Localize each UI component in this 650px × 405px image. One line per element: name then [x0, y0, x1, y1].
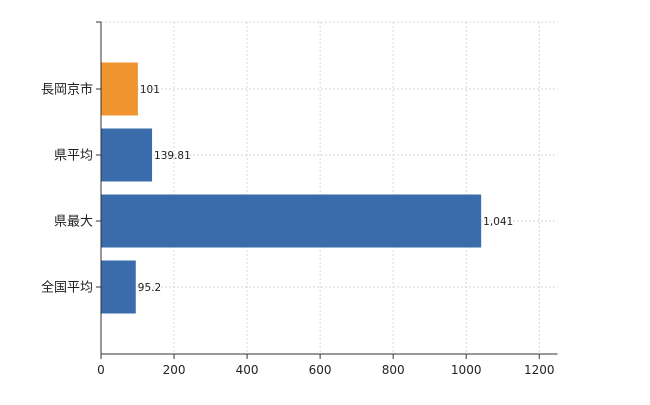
x-tick-label-1: 200	[163, 363, 186, 377]
data-label-0: 101	[140, 84, 160, 96]
data-label-3: 95.2	[138, 282, 161, 294]
x-tick-label-3: 600	[309, 363, 332, 377]
category-label-2: 県最大	[54, 215, 93, 230]
bars	[101, 62, 482, 314]
bar-1[interactable]	[101, 128, 153, 182]
x-tick-label-0: 0	[97, 363, 105, 377]
x-tick-label-4: 800	[382, 363, 405, 377]
category-label-0: 長岡京市	[41, 82, 93, 98]
labels: 長岡京市 101 県平均 139.81 県最大 1,041 全国平均 95.2 0 200 400 6…	[41, 82, 555, 378]
x-tick-label-5: 1000	[451, 363, 482, 377]
grid-lines	[101, 21, 558, 354]
x-tick-label-2: 400	[236, 363, 259, 377]
category-label-3: 全国平均	[41, 280, 93, 296]
axes	[96, 21, 558, 359]
category-label-1: 県平均	[54, 149, 93, 164]
bar-3[interactable]	[101, 260, 136, 314]
x-tick-label-6: 1200	[524, 363, 555, 377]
data-label-2: 1,041	[483, 216, 513, 228]
data-label-1: 139.81	[154, 150, 191, 162]
bar-0[interactable]	[101, 62, 138, 116]
bar-2[interactable]	[101, 194, 482, 248]
